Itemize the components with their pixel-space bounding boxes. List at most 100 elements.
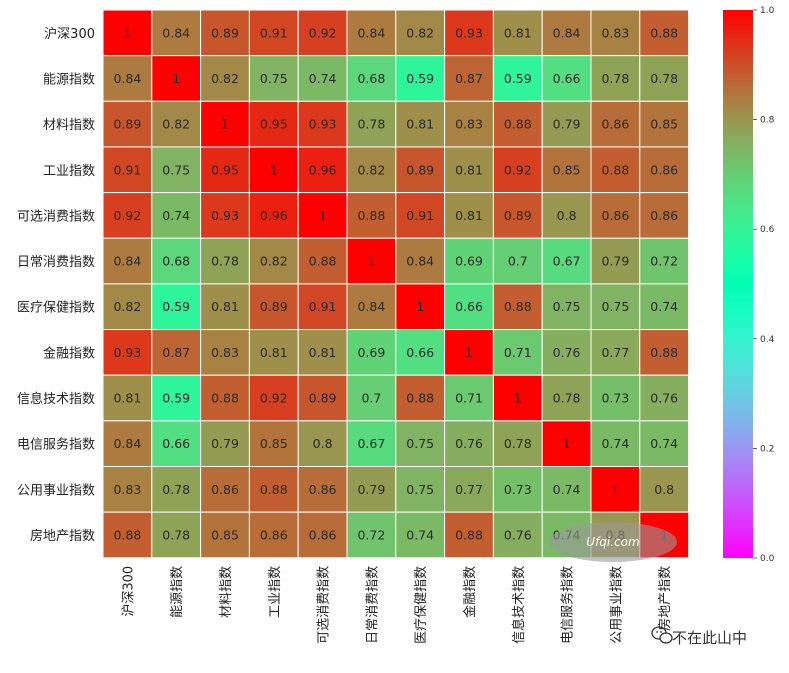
cell-value-label: 0.83 — [113, 482, 141, 497]
cell-value-label: 0.84 — [113, 71, 141, 86]
cell-value-label: 0.75 — [601, 299, 629, 314]
cell-value-label: 0.88 — [357, 208, 385, 223]
cell-value-label: 0.67 — [553, 254, 581, 269]
heatmap-cell — [395, 329, 446, 376]
cell-value-label: 0.92 — [504, 162, 532, 177]
heatmap-cell — [151, 283, 202, 331]
cell-value-label: 0.82 — [162, 117, 190, 132]
heatmap-cell — [102, 146, 153, 194]
cell-value-label: 1 — [416, 299, 424, 314]
heatmap-cell — [541, 146, 592, 194]
heatmap-cell — [395, 192, 446, 239]
cell-value-label: 0.76 — [553, 345, 581, 360]
cell-value-label: 0.75 — [162, 162, 190, 177]
cell-value-label: 0.69 — [455, 254, 483, 269]
heatmap-cell — [102, 466, 153, 513]
heatmap-cell — [395, 511, 446, 559]
cell-value-label: 0.82 — [113, 299, 141, 314]
y-tick-label: 房地产指数 — [30, 528, 95, 544]
heatmap-cell — [444, 9, 494, 57]
cell-value-label: 0.76 — [650, 391, 678, 406]
heatmap-cell — [639, 55, 690, 102]
heatmap-cell — [151, 55, 202, 102]
cell-value-label: 0.81 — [113, 391, 141, 406]
heatmap-cell — [444, 420, 494, 468]
heatmap-cell — [395, 374, 446, 422]
heatmap-cell — [200, 511, 250, 559]
cell-value-label: 0.89 — [406, 162, 434, 177]
heatmap-cell — [541, 283, 592, 331]
cell-value-label: 0.72 — [650, 254, 678, 269]
heatmap-cell — [590, 283, 641, 331]
y-tick-label: 可选消费指数 — [17, 209, 95, 224]
cell-value-label: 0.85 — [650, 117, 678, 132]
heatmap-cell — [395, 55, 446, 102]
heatmap-cell — [541, 237, 592, 285]
cell-value-label: 0.66 — [162, 436, 190, 451]
cell-value-label: 0.79 — [211, 436, 239, 451]
cell-value-label: 0.66 — [406, 345, 434, 360]
cell-value-label: 0.75 — [406, 482, 434, 497]
heatmap-cell — [200, 9, 250, 57]
colorbar-tick-label: 0.0 — [760, 554, 775, 564]
cell-value-label: 0.88 — [113, 527, 141, 542]
cell-value-label: 0.82 — [260, 254, 288, 269]
watermark-text: Ufqi.com — [586, 535, 639, 549]
heatmap-cell — [590, 466, 641, 513]
cell-value-label: 0.87 — [162, 345, 190, 360]
cell-value-label: 0.68 — [162, 254, 190, 269]
heatmap-cell — [346, 466, 397, 513]
heatmap-cell — [297, 329, 348, 376]
cell-value-label: 0.92 — [309, 25, 337, 40]
heatmap-cell — [248, 100, 299, 148]
heatmap-cell — [444, 237, 494, 285]
cell-value-label: 0.74 — [650, 436, 678, 451]
cell-value-label: 0.71 — [455, 391, 483, 406]
y-tick-label: 工业指数 — [43, 164, 95, 179]
cell-value-label: 0.59 — [504, 71, 532, 86]
x-tick-label: 医疗保健指数 — [414, 566, 429, 644]
cell-value-label: 0.83 — [455, 117, 483, 132]
cell-value-label: 0.89 — [113, 117, 141, 132]
cell-value-label: 0.84 — [406, 254, 434, 269]
cell-value-label: 0.59 — [162, 299, 190, 314]
heatmap-cell — [346, 146, 397, 194]
cell-value-label: 0.66 — [553, 71, 581, 86]
cell-value-label: 0.81 — [406, 117, 434, 132]
cell-value-label: 0.76 — [504, 527, 532, 542]
heatmap-cell — [639, 237, 690, 285]
cell-value-label: 0.88 — [309, 254, 337, 269]
heatmap-cell — [590, 374, 641, 422]
cell-value-label: 0.81 — [260, 345, 288, 360]
cell-value-label: 1 — [367, 254, 375, 269]
cell-value-label: 0.86 — [650, 162, 678, 177]
x-tick-label: 能源指数 — [170, 566, 185, 618]
x-tick-labels: 沪深300 能源指数 材料指数 工业指数 可选消费指数 日常消费指数 医疗保健指数 金融指数 信… — [120, 566, 673, 644]
cell-value-label: 0.81 — [455, 162, 483, 177]
colorbar-tick-label: 0.2 — [760, 444, 774, 454]
heatmap-cell — [639, 9, 690, 57]
heatmap-cell — [639, 420, 690, 468]
cell-value-label: 0.79 — [601, 254, 629, 269]
cell-value-label: 0.88 — [504, 117, 532, 132]
cell-value-label: 0.8 — [313, 436, 333, 451]
cell-value-label: 0.79 — [553, 117, 581, 132]
x-tick-label: 工业指数 — [268, 566, 283, 618]
cell-value-label: 0.89 — [260, 299, 288, 314]
heatmap-cell — [346, 511, 397, 559]
y-tick-label: 沪深300 — [44, 26, 95, 42]
cell-value-label: 0.92 — [260, 391, 288, 406]
heatmap-cell — [200, 374, 250, 422]
x-tick-label: 日常消费指数 — [365, 566, 380, 644]
cell-value-label: 0.74 — [309, 71, 337, 86]
cell-value-label: 0.78 — [553, 391, 581, 406]
cell-value-label: 0.85 — [260, 436, 288, 451]
cell-value-label: 0.93 — [211, 208, 239, 223]
cell-value-label: 0.88 — [211, 391, 239, 406]
cell-value-label: 0.84 — [113, 436, 141, 451]
cell-value-label: 0.75 — [553, 299, 581, 314]
heatmap-cell — [151, 374, 202, 422]
heatmap-cell — [444, 466, 494, 513]
heatmap-cell — [541, 55, 592, 102]
